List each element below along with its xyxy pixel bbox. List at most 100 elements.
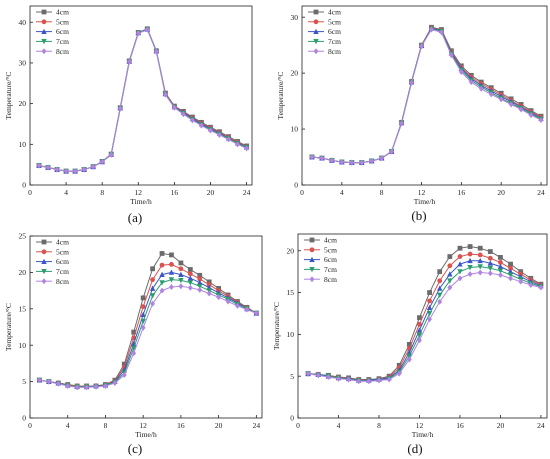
panel-label: (a)	[128, 210, 142, 225]
data-point	[178, 278, 184, 284]
legend-label: 4cm	[324, 236, 337, 245]
y-tick-label: 0	[22, 181, 26, 190]
y-tick-label: 15	[287, 288, 295, 297]
x-tick-label: 16	[177, 421, 185, 430]
data-point	[140, 318, 146, 325]
data-point	[121, 361, 127, 367]
data-point	[518, 278, 524, 285]
x-tick-label: 12	[135, 188, 143, 197]
data-point	[74, 384, 80, 391]
data-point	[427, 298, 432, 304]
data-point	[477, 269, 483, 276]
x-tick-label: 24	[243, 188, 251, 197]
legend-marker	[41, 239, 47, 245]
data-point	[178, 271, 184, 277]
data-point	[150, 266, 156, 272]
data-point	[305, 370, 311, 377]
y-tick-label: 10	[19, 140, 27, 149]
legend-marker	[41, 48, 47, 55]
data-point	[477, 264, 483, 270]
data-point	[329, 157, 335, 164]
data-point	[468, 79, 474, 86]
data-point	[159, 280, 165, 286]
data-point	[406, 356, 412, 363]
data-point	[169, 283, 174, 290]
x-tick-label: 8	[380, 188, 384, 197]
legend-label: 7cm	[324, 265, 337, 274]
plot-frame	[297, 233, 548, 419]
data-point	[416, 332, 423, 339]
data-point	[439, 29, 444, 36]
data-point	[37, 377, 42, 384]
legend-marker	[309, 256, 315, 262]
data-point	[153, 48, 159, 55]
data-point	[84, 384, 89, 391]
data-point	[498, 255, 503, 260]
data-point	[457, 275, 463, 282]
y-tick-label: 20	[19, 99, 27, 108]
plot-frame	[29, 5, 253, 186]
x-tick-label: 16	[171, 188, 179, 197]
data-point	[498, 260, 503, 265]
y-tick-label: 10	[19, 341, 27, 350]
data-point	[457, 245, 463, 251]
data-point	[339, 159, 345, 166]
data-point	[538, 284, 544, 291]
data-point	[206, 290, 212, 297]
legend-marker	[41, 19, 47, 25]
x-tick-label: 24	[537, 421, 545, 430]
data-point	[359, 159, 365, 166]
legend-marker	[309, 237, 315, 243]
panel-label: (c)	[128, 441, 142, 456]
data-point	[356, 378, 362, 385]
y-tick-label: 5	[290, 372, 294, 381]
data-point	[437, 285, 443, 291]
data-point	[140, 295, 146, 301]
y-tick-label: 40	[19, 18, 27, 27]
data-point	[244, 306, 250, 313]
data-point	[487, 270, 493, 277]
data-point	[197, 276, 203, 282]
data-point	[487, 260, 494, 266]
data-point	[140, 311, 146, 318]
data-point	[467, 257, 473, 264]
data-point	[406, 342, 412, 347]
data-point	[90, 163, 96, 170]
data-point	[187, 271, 193, 277]
data-point	[99, 158, 105, 165]
data-point	[208, 127, 213, 134]
data-point	[419, 43, 424, 50]
data-point	[135, 30, 141, 37]
series-7cm	[309, 26, 544, 166]
data-point	[417, 337, 422, 344]
legend-label: 8cm	[328, 47, 341, 56]
data-point	[467, 271, 473, 278]
data-point	[150, 300, 156, 307]
series-7cm	[305, 264, 544, 385]
panel-c: 0 4 8 12 16 20 24 0 5 10 15 20 25 Time/h Temperature/°…	[4, 232, 263, 456]
y-tick-label: 30	[291, 13, 299, 22]
data-point	[498, 271, 503, 278]
series-5cm	[305, 251, 544, 383]
data-point	[197, 283, 203, 290]
series-line	[39, 271, 257, 388]
y-axis-label: Temperature/°C	[4, 303, 13, 351]
data-point	[187, 275, 194, 281]
data-point	[508, 275, 513, 282]
data-point	[458, 69, 464, 76]
x-tick-label: 4	[66, 421, 70, 430]
data-point	[206, 282, 212, 288]
series-line	[311, 27, 542, 164]
series-8cm	[37, 283, 259, 391]
series-line	[311, 26, 542, 164]
x-tick-label: 8	[104, 421, 108, 430]
panel-d: 0 4 8 12 16 20 24 0 5 10 15 20 Time/h Temperature/°C (…	[272, 233, 548, 456]
y-tick-label: 20	[19, 268, 27, 277]
data-point	[46, 378, 52, 385]
data-point	[178, 266, 184, 272]
data-point	[235, 141, 240, 148]
data-point	[178, 283, 184, 290]
series-5cm	[309, 25, 544, 166]
data-point	[487, 249, 493, 254]
